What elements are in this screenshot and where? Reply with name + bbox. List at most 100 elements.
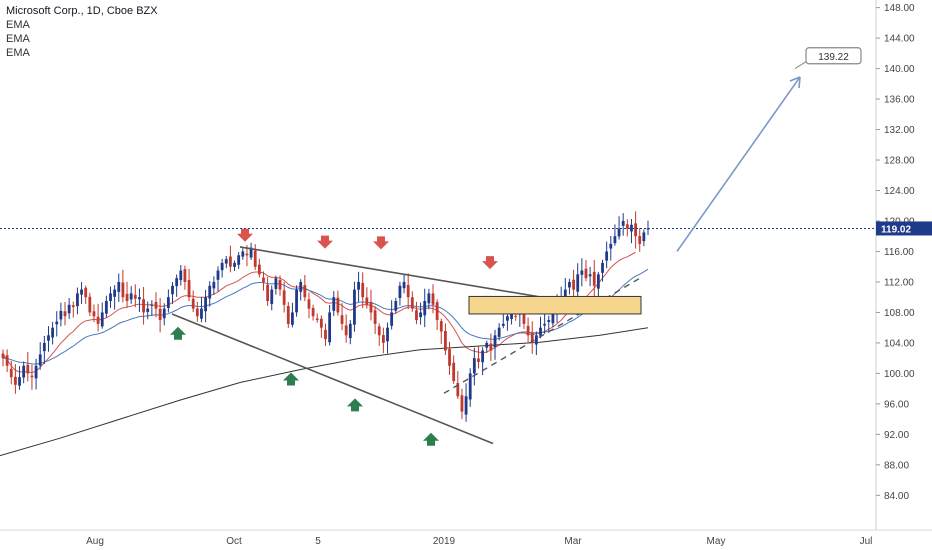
- candle-body: [431, 293, 435, 305]
- candle-body: [262, 277, 265, 282]
- down-arrow-marker[interactable]: [482, 256, 498, 270]
- candle-body: [303, 285, 307, 298]
- candle-body: [543, 323, 547, 326]
- candle-body: [270, 289, 274, 304]
- price-tick-label: 112.00: [884, 277, 914, 288]
- price-tick-label: 128.00: [884, 156, 915, 167]
- ema-long-line: [0, 327, 649, 457]
- candle-body: [84, 287, 88, 298]
- candle-body: [179, 270, 183, 281]
- up-arrow-marker[interactable]: [423, 432, 439, 446]
- candle-body: [187, 279, 191, 298]
- candle-body: [5, 355, 9, 366]
- candle-body: [125, 293, 129, 302]
- candle-body: [204, 297, 207, 312]
- candle-body: [171, 285, 174, 295]
- candle-body: [129, 293, 133, 300]
- time-tick-label: Aug: [86, 536, 104, 547]
- candle-body: [361, 282, 365, 298]
- candle-body: [158, 308, 162, 321]
- candle-body: [233, 262, 236, 267]
- candle-body: [444, 330, 447, 351]
- up-arrow-marker[interactable]: [347, 398, 363, 412]
- candle-body: [522, 313, 526, 324]
- candle-body: [547, 320, 551, 322]
- candle-body: [481, 350, 485, 363]
- candle-body: [369, 301, 373, 313]
- candle-body: [534, 335, 538, 345]
- down-arrow-marker[interactable]: [317, 235, 333, 249]
- candle-body: [14, 376, 17, 385]
- candle-body: [59, 310, 63, 320]
- candle-body: [291, 312, 294, 325]
- candle-body: [373, 310, 377, 324]
- candle-body: [625, 224, 629, 229]
- price-tick-label: 124.00: [884, 186, 915, 197]
- candle-body: [423, 301, 427, 316]
- target-callout-label: 139.22: [818, 52, 849, 63]
- candle-body: [460, 395, 464, 412]
- down-arrow-marker[interactable]: [237, 228, 253, 242]
- candle-body: [195, 308, 199, 317]
- indicator-ema-1[interactable]: EMA: [6, 19, 30, 31]
- candle-body: [394, 301, 398, 311]
- candle-body: [191, 298, 195, 309]
- indicator-ema-3[interactable]: EMA: [6, 47, 30, 59]
- candle-body: [456, 383, 460, 397]
- candle-body: [229, 256, 232, 267]
- candle-body: [88, 296, 92, 313]
- candle-body: [324, 329, 327, 340]
- candle-body: [63, 311, 67, 317]
- target-callout-box[interactable]: [805, 47, 862, 65]
- candle-body: [477, 358, 480, 362]
- candle-body: [402, 281, 406, 289]
- candle-body: [427, 293, 431, 304]
- candle-body: [580, 270, 584, 275]
- down-arrow-marker[interactable]: [373, 236, 389, 250]
- candle-body: [510, 312, 513, 319]
- up-arrow-marker[interactable]: [170, 326, 186, 340]
- candle-body: [489, 343, 493, 351]
- price-axis[interactable]: 148.00 144.00 140.00 136.00 132.00 128.00 124.…: [875, 0, 932, 550]
- price-tick-label: 88.00: [884, 460, 909, 471]
- price-tick-label: 148.00: [884, 3, 915, 14]
- projection-arrow-line[interactable]: [676, 76, 801, 252]
- candle-body: [340, 315, 344, 324]
- time-tick-label: 5: [315, 536, 321, 547]
- candle-body: [100, 312, 104, 327]
- indicator-ema-2[interactable]: EMA: [6, 33, 30, 45]
- symbol-title[interactable]: Microsoft Corp., 1D, Cboe BZX: [6, 5, 158, 17]
- candle-body: [150, 304, 154, 306]
- candle-body: [410, 297, 414, 309]
- candle-body: [212, 281, 216, 289]
- time-axis[interactable]: Aug Oct 5 2019 Mar May Jul: [0, 529, 932, 547]
- candle-body: [311, 307, 315, 317]
- price-tick-label: 132.00: [884, 125, 915, 136]
- wedge-lower-trendline[interactable]: [171, 313, 494, 445]
- current-price-tag[interactable]: [876, 221, 932, 236]
- candle-body: [245, 253, 249, 256]
- candle-body: [166, 297, 170, 308]
- candle-body: [282, 290, 286, 305]
- candle-body: [162, 308, 166, 319]
- drawings[interactable]: 139.22: [0, 47, 876, 446]
- candle-body: [319, 318, 323, 328]
- candle-body: [613, 236, 617, 244]
- candle-body: [415, 310, 418, 321]
- candle-body: [464, 396, 468, 415]
- candle-body: [208, 285, 212, 299]
- resistance-zone-box[interactable]: [468, 295, 642, 315]
- candle-body: [92, 311, 96, 317]
- price-tick-label: 140.00: [884, 64, 915, 75]
- candle-body: [9, 368, 13, 378]
- candle-body: [67, 304, 71, 314]
- candle-body: [563, 289, 567, 300]
- candle-body: [539, 327, 542, 336]
- candle-body: [588, 274, 592, 277]
- up-arrow-marker[interactable]: [283, 372, 299, 386]
- candle-body: [576, 274, 580, 292]
- candle-body: [237, 255, 241, 265]
- candle-body: [220, 262, 224, 271]
- price-axis-background: [876, 0, 932, 550]
